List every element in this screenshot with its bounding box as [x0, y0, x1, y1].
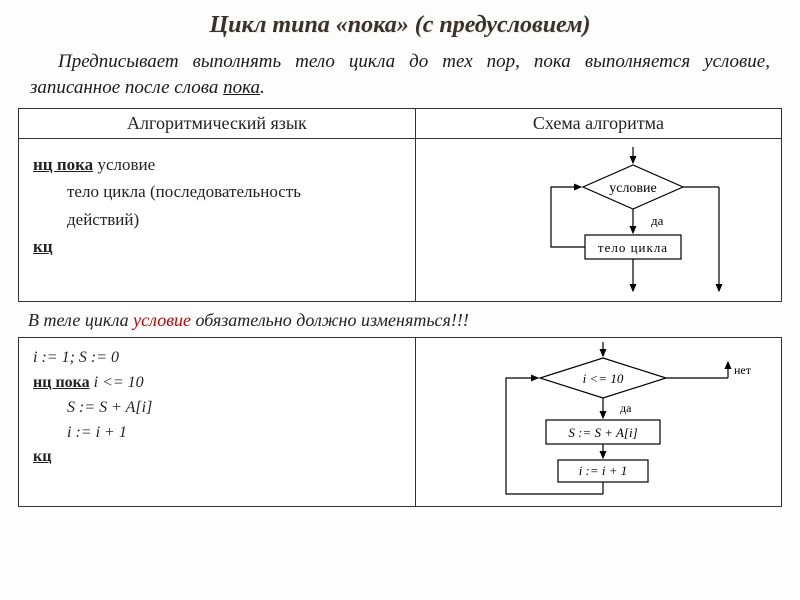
definition-table: Алгоритмический язык Схема алгоритма нц … — [18, 108, 782, 302]
note-line: В теле цикла условие обязательно должно … — [0, 302, 800, 337]
example-table: i := 1; S := 0 нц пока i <= 10 S := S + … — [18, 337, 782, 507]
pseudocode-cell: нц пока условие тело цикла (последовател… — [19, 139, 416, 302]
ex-cond-text: i <= 10 — [583, 371, 624, 386]
ex-yes: да — [620, 401, 632, 415]
note-2: обязательно должно изменяться!!! — [191, 310, 469, 330]
note-1: В теле цикла — [28, 310, 133, 330]
intro-text-2: . — [260, 77, 265, 98]
ex-kw-kc: кц — [33, 448, 51, 465]
kw-nc-poka: нц пока — [33, 155, 93, 174]
ex-l3: S := S + A[i] — [33, 396, 405, 421]
example-svg: i <= 10 нет да S := S + A[i] i := i + 1 — [428, 342, 768, 502]
ex-l1: i := 1; S := 0 — [33, 346, 405, 371]
code-cond: условие — [93, 155, 155, 174]
body-text: тело цикла — [598, 240, 668, 255]
cond-text: условие — [610, 181, 658, 196]
code-body2: действий) — [33, 206, 405, 233]
ex-kw-nc: нц пока — [33, 374, 90, 391]
col-header-alg: Алгоритмический язык — [19, 109, 416, 139]
intro-text-1: Предписывает выполнять тело цикла до тех… — [30, 51, 770, 98]
flowchart-generic: условие да тело цикла — [415, 139, 781, 302]
ex-cond: i <= 10 — [90, 374, 144, 391]
col-header-scheme: Схема алгоритма — [415, 109, 781, 139]
code-body1: тело цикла (последовательность — [33, 178, 405, 205]
flowchart-svg: условие да тело цикла — [443, 145, 753, 295]
intro-paragraph: Предписывает выполнять тело цикла до тех… — [0, 47, 800, 108]
intro-keyword: пока — [223, 77, 260, 98]
yes-label: да — [651, 213, 664, 228]
kw-kc: кц — [33, 237, 53, 256]
page-title: Цикл типа «пока» (с предусловием) — [0, 0, 800, 47]
example-flowchart: i <= 10 нет да S := S + A[i] i := i + 1 — [415, 338, 781, 507]
ex-box1-text: S := S + A[i] — [569, 425, 638, 440]
example-code-cell: i := 1; S := 0 нц пока i <= 10 S := S + … — [19, 338, 416, 507]
ex-box2-text: i := i + 1 — [579, 463, 628, 478]
note-red: условие — [133, 310, 191, 330]
ex-l4: i := i + 1 — [33, 421, 405, 446]
ex-no: нет — [734, 363, 752, 377]
